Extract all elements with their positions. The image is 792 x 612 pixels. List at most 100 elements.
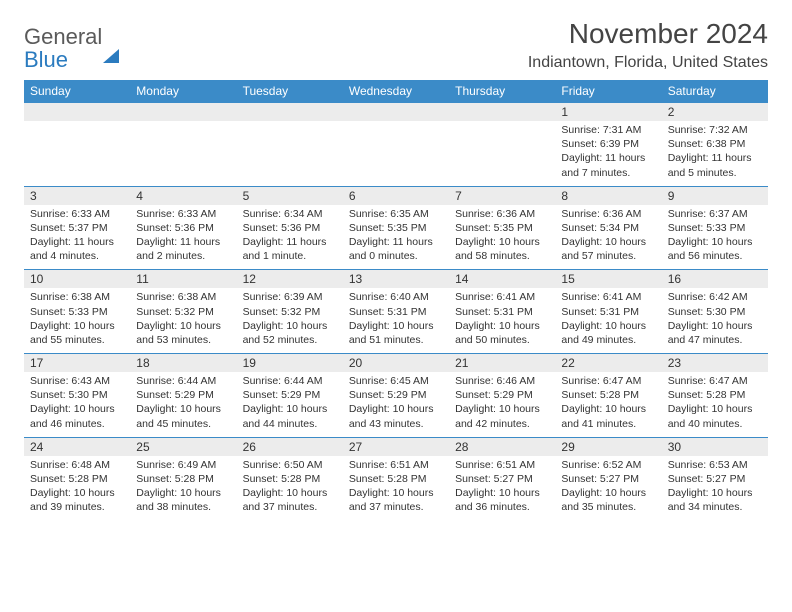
calendar-body: 12 Sunrise: 7:31 AMSunset: 6:39 PMDaylig… — [24, 103, 768, 521]
daynum-row: 17181920212223 — [24, 354, 768, 373]
day-number-cell — [343, 103, 449, 122]
day-details: Sunrise: 6:48 AMSunset: 5:28 PMDaylight:… — [24, 456, 130, 521]
day-details: Sunrise: 6:51 AMSunset: 5:28 PMDaylight:… — [343, 456, 449, 521]
day-number-cell: 30 — [662, 437, 768, 456]
day-content-cell: Sunrise: 6:41 AMSunset: 5:31 PMDaylight:… — [555, 288, 661, 353]
day-content-cell: Sunrise: 6:43 AMSunset: 5:30 PMDaylight:… — [24, 372, 130, 437]
day-header: Wednesday — [343, 80, 449, 103]
day-content-cell: Sunrise: 6:49 AMSunset: 5:28 PMDaylight:… — [130, 456, 236, 521]
day-content-cell: Sunrise: 6:33 AMSunset: 5:37 PMDaylight:… — [24, 205, 130, 270]
day-details: Sunrise: 6:41 AMSunset: 5:31 PMDaylight:… — [449, 288, 555, 353]
day-content-cell — [24, 121, 130, 186]
title-month: November 2024 — [528, 18, 768, 50]
day-content-cell: Sunrise: 6:42 AMSunset: 5:30 PMDaylight:… — [662, 288, 768, 353]
day-number-cell: 22 — [555, 354, 661, 373]
day-header: Saturday — [662, 80, 768, 103]
day-content-cell — [130, 121, 236, 186]
day-number-cell — [449, 103, 555, 122]
day-number-cell: 18 — [130, 354, 236, 373]
title-location: Indiantown, Florida, United States — [528, 54, 768, 72]
day-number-cell: 12 — [237, 270, 343, 289]
day-details: Sunrise: 6:34 AMSunset: 5:36 PMDaylight:… — [237, 205, 343, 270]
day-content-cell: Sunrise: 6:40 AMSunset: 5:31 PMDaylight:… — [343, 288, 449, 353]
day-number-cell: 1 — [555, 103, 661, 122]
day-details: Sunrise: 6:41 AMSunset: 5:31 PMDaylight:… — [555, 288, 661, 353]
day-content-cell: Sunrise: 6:53 AMSunset: 5:27 PMDaylight:… — [662, 456, 768, 521]
day-details: Sunrise: 6:46 AMSunset: 5:29 PMDaylight:… — [449, 372, 555, 437]
day-number-cell: 21 — [449, 354, 555, 373]
day-header: Friday — [555, 80, 661, 103]
day-number-cell: 2 — [662, 103, 768, 122]
day-content-cell: Sunrise: 6:47 AMSunset: 5:28 PMDaylight:… — [662, 372, 768, 437]
day-header: Monday — [130, 80, 236, 103]
day-content-cell: Sunrise: 6:44 AMSunset: 5:29 PMDaylight:… — [237, 372, 343, 437]
day-content-cell: Sunrise: 7:32 AMSunset: 6:38 PMDaylight:… — [662, 121, 768, 186]
day-number-cell: 20 — [343, 354, 449, 373]
day-number-cell — [24, 103, 130, 122]
day-content-cell: Sunrise: 6:37 AMSunset: 5:33 PMDaylight:… — [662, 205, 768, 270]
day-content-cell: Sunrise: 6:39 AMSunset: 5:32 PMDaylight:… — [237, 288, 343, 353]
day-number-cell — [130, 103, 236, 122]
day-details: Sunrise: 6:42 AMSunset: 5:30 PMDaylight:… — [662, 288, 768, 353]
day-details: Sunrise: 6:33 AMSunset: 5:37 PMDaylight:… — [24, 205, 130, 270]
day-number-cell: 8 — [555, 186, 661, 205]
day-details: Sunrise: 6:43 AMSunset: 5:30 PMDaylight:… — [24, 372, 130, 437]
daynum-row: 12 — [24, 103, 768, 122]
day-content-cell: Sunrise: 6:44 AMSunset: 5:29 PMDaylight:… — [130, 372, 236, 437]
day-content-cell: Sunrise: 6:47 AMSunset: 5:28 PMDaylight:… — [555, 372, 661, 437]
day-details: Sunrise: 6:35 AMSunset: 5:35 PMDaylight:… — [343, 205, 449, 270]
day-number-cell — [237, 103, 343, 122]
day-details: Sunrise: 6:47 AMSunset: 5:28 PMDaylight:… — [662, 372, 768, 437]
day-details: Sunrise: 6:38 AMSunset: 5:32 PMDaylight:… — [130, 288, 236, 353]
content-row: Sunrise: 6:48 AMSunset: 5:28 PMDaylight:… — [24, 456, 768, 521]
day-number-cell: 27 — [343, 437, 449, 456]
content-row: Sunrise: 6:33 AMSunset: 5:37 PMDaylight:… — [24, 205, 768, 270]
day-content-cell: Sunrise: 6:52 AMSunset: 5:27 PMDaylight:… — [555, 456, 661, 521]
daynum-row: 24252627282930 — [24, 437, 768, 456]
content-row: Sunrise: 6:43 AMSunset: 5:30 PMDaylight:… — [24, 372, 768, 437]
day-number-cell: 28 — [449, 437, 555, 456]
day-details: Sunrise: 6:36 AMSunset: 5:34 PMDaylight:… — [555, 205, 661, 270]
title-block: November 2024 Indiantown, Florida, Unite… — [528, 18, 768, 72]
day-content-cell: Sunrise: 6:34 AMSunset: 5:36 PMDaylight:… — [237, 205, 343, 270]
day-content-cell: Sunrise: 6:50 AMSunset: 5:28 PMDaylight:… — [237, 456, 343, 521]
daynum-row: 3456789 — [24, 186, 768, 205]
day-number-cell: 15 — [555, 270, 661, 289]
day-content-cell — [449, 121, 555, 186]
day-details: Sunrise: 6:37 AMSunset: 5:33 PMDaylight:… — [662, 205, 768, 270]
content-row: Sunrise: 6:38 AMSunset: 5:33 PMDaylight:… — [24, 288, 768, 353]
day-content-cell: Sunrise: 6:41 AMSunset: 5:31 PMDaylight:… — [449, 288, 555, 353]
daynum-row: 10111213141516 — [24, 270, 768, 289]
day-details: Sunrise: 7:32 AMSunset: 6:38 PMDaylight:… — [662, 121, 768, 186]
day-content-cell: Sunrise: 6:45 AMSunset: 5:29 PMDaylight:… — [343, 372, 449, 437]
day-number-cell: 6 — [343, 186, 449, 205]
logo-text: General Blue — [24, 24, 119, 70]
day-content-cell: Sunrise: 6:35 AMSunset: 5:35 PMDaylight:… — [343, 205, 449, 270]
day-details: Sunrise: 6:44 AMSunset: 5:29 PMDaylight:… — [237, 372, 343, 437]
day-details: Sunrise: 6:39 AMSunset: 5:32 PMDaylight:… — [237, 288, 343, 353]
day-details: Sunrise: 6:40 AMSunset: 5:31 PMDaylight:… — [343, 288, 449, 353]
day-number-cell: 11 — [130, 270, 236, 289]
day-details: Sunrise: 6:36 AMSunset: 5:35 PMDaylight:… — [449, 205, 555, 270]
day-number-cell: 17 — [24, 354, 130, 373]
day-content-cell — [343, 121, 449, 186]
day-content-cell: Sunrise: 6:36 AMSunset: 5:35 PMDaylight:… — [449, 205, 555, 270]
day-details: Sunrise: 6:50 AMSunset: 5:28 PMDaylight:… — [237, 456, 343, 521]
day-number-cell: 25 — [130, 437, 236, 456]
day-details: Sunrise: 6:45 AMSunset: 5:29 PMDaylight:… — [343, 372, 449, 437]
day-number-cell: 16 — [662, 270, 768, 289]
day-content-cell: Sunrise: 6:46 AMSunset: 5:29 PMDaylight:… — [449, 372, 555, 437]
day-content-cell: Sunrise: 6:38 AMSunset: 5:33 PMDaylight:… — [24, 288, 130, 353]
day-content-cell: Sunrise: 6:36 AMSunset: 5:34 PMDaylight:… — [555, 205, 661, 270]
day-number-cell: 19 — [237, 354, 343, 373]
day-number-cell: 7 — [449, 186, 555, 205]
page-header: General Blue November 2024 Indiantown, F… — [24, 18, 768, 72]
day-details: Sunrise: 6:38 AMSunset: 5:33 PMDaylight:… — [24, 288, 130, 353]
day-number-cell: 9 — [662, 186, 768, 205]
day-content-cell: Sunrise: 6:51 AMSunset: 5:28 PMDaylight:… — [343, 456, 449, 521]
day-details: Sunrise: 6:47 AMSunset: 5:28 PMDaylight:… — [555, 372, 661, 437]
day-content-cell: Sunrise: 6:51 AMSunset: 5:27 PMDaylight:… — [449, 456, 555, 521]
day-content-cell: Sunrise: 6:33 AMSunset: 5:36 PMDaylight:… — [130, 205, 236, 270]
day-content-cell: Sunrise: 7:31 AMSunset: 6:39 PMDaylight:… — [555, 121, 661, 186]
calendar-table: SundayMondayTuesdayWednesdayThursdayFrid… — [24, 80, 768, 520]
